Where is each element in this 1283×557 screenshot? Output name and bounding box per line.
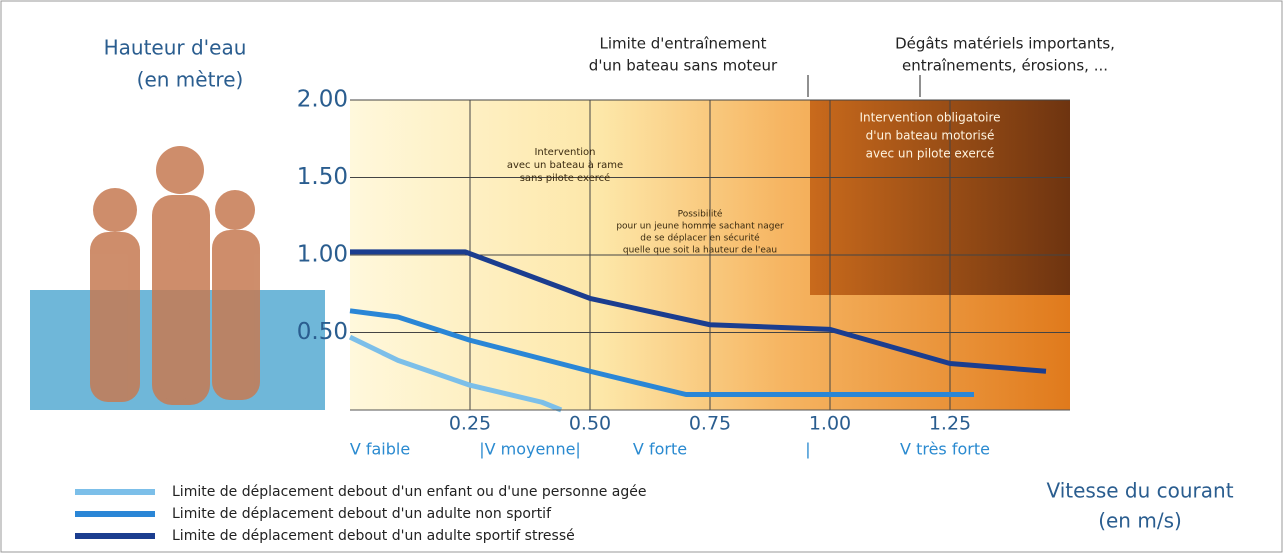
annotation: entraînements, érosions, ... [902,57,1108,75]
annotation: Possibilité [678,209,723,220]
annotation: avec un pilote exercé [866,147,995,161]
legend-label: Limite de déplacement debout d'un enfant… [172,484,647,500]
annotation: de se déplacer en sécurité [640,233,760,244]
y-tick-label: 1.00 [297,242,348,268]
x-axis-label: (en m/s) [1098,509,1182,533]
speed-zone-label: | [805,440,810,459]
legend-label: Limite de déplacement debout d'un adulte… [172,506,552,522]
x-tick-label: 1.25 [929,413,971,435]
legend-swatch [75,489,155,495]
x-tick-label: 0.50 [569,413,611,435]
y-tick-label: 1.50 [297,164,348,190]
chart: 0.50 1.00 1.50 2.00 0.25 0.50 0.75 1.00 1.25 V fa… [0,0,1283,553]
y-tick-label: 0.50 [297,319,348,345]
speed-zone-label: |V moyenne| [479,440,581,459]
x-tick-label: 0.75 [689,413,731,435]
annotation: avec un bateau à rame [507,159,623,171]
speed-zone-label: V forte [633,440,687,459]
legend-swatch [75,533,155,539]
speed-zone-label: V très forte [900,440,990,459]
annotation: Intervention [534,147,595,158]
speed-zone-label: V faible [350,440,410,459]
y-tick-label: 2.00 [297,87,348,113]
y-axis-label: Hauteur d'eau [104,36,247,60]
annotation: sans pilote exercé [520,172,611,184]
family-illustration [90,146,260,405]
x-axis-label: Vitesse du courant [1046,479,1233,503]
y-axis-label: (en mètre) [137,68,244,92]
annotation: pour un jeune homme sachant nager [616,222,784,232]
x-tick-label: 1.00 [809,413,851,435]
legend-swatch [75,511,155,517]
annotation: Intervention obligatoire [859,111,1000,125]
annotation: d'un bateau motorisé [866,129,995,143]
x-tick-label: 0.25 [449,413,491,435]
annotation: d'un bateau sans moteur [589,57,778,75]
legend-label: Limite de déplacement debout d'un adulte… [172,528,575,544]
annotation: Dégâts matériels importants, [895,35,1115,53]
annotation: quelle que soit la hauteur de l'eau [623,246,777,256]
annotation: Limite d'entraînement [600,35,767,53]
